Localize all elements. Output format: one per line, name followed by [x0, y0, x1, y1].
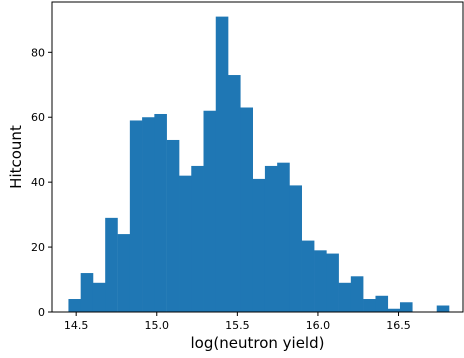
- histogram-bar: [179, 175, 192, 312]
- x-tick-label: 14.5: [64, 319, 89, 332]
- histogram-bar: [105, 217, 118, 312]
- histogram-bar: [154, 113, 167, 313]
- histogram-bar: [289, 185, 302, 312]
- y-axis-label: Hitcount: [7, 125, 25, 189]
- histogram-bar: [142, 117, 155, 313]
- plot-frame: [51, 1, 464, 313]
- y-axis-ticks: 0 20 40 60 80: [31, 46, 52, 319]
- histogram-bar: [203, 110, 217, 313]
- histogram-bar: [68, 299, 82, 312]
- histogram-bar: [301, 240, 315, 312]
- x-axis-ticks: 14.5 15.0 15.5 16.0 16.5: [64, 312, 411, 332]
- histogram-bar: [228, 75, 241, 312]
- histogram-bar: [375, 295, 389, 312]
- histogram-bar: [117, 234, 131, 312]
- y-tick-label: 80: [31, 46, 45, 59]
- histogram-bar: [338, 282, 352, 312]
- histogram-bar: [436, 305, 450, 312]
- x-tick-label: 16.0: [306, 319, 331, 332]
- histogram-bar: [363, 299, 376, 312]
- histogram-bars: [68, 16, 450, 313]
- histogram-bar: [191, 165, 204, 312]
- histogram-bar: [80, 273, 94, 312]
- histogram-bar: [387, 308, 401, 312]
- histogram-bar: [326, 253, 339, 312]
- histogram-bar: [166, 139, 180, 312]
- x-tick-label: 15.5: [225, 319, 250, 332]
- y-tick-label: 60: [31, 111, 45, 124]
- histogram-bar: [215, 16, 229, 313]
- histogram-bar: [264, 165, 278, 312]
- histogram-bar: [240, 107, 253, 312]
- histogram-bar: [92, 282, 106, 312]
- histogram-bar: [129, 120, 143, 312]
- histogram-bar: [399, 302, 413, 312]
- x-tick-label: 16.5: [386, 319, 411, 332]
- y-tick-label: 40: [31, 176, 45, 189]
- histogram-bar: [277, 162, 290, 312]
- y-tick-label: 20: [31, 241, 45, 254]
- histogram-bar: [252, 178, 266, 312]
- histogram-bar: [314, 250, 327, 312]
- y-tick-label: 0: [38, 306, 45, 319]
- x-tick-label: 15.0: [145, 319, 170, 332]
- x-axis-label: log(neutron yield): [191, 334, 325, 352]
- histogram-bar: [350, 276, 364, 312]
